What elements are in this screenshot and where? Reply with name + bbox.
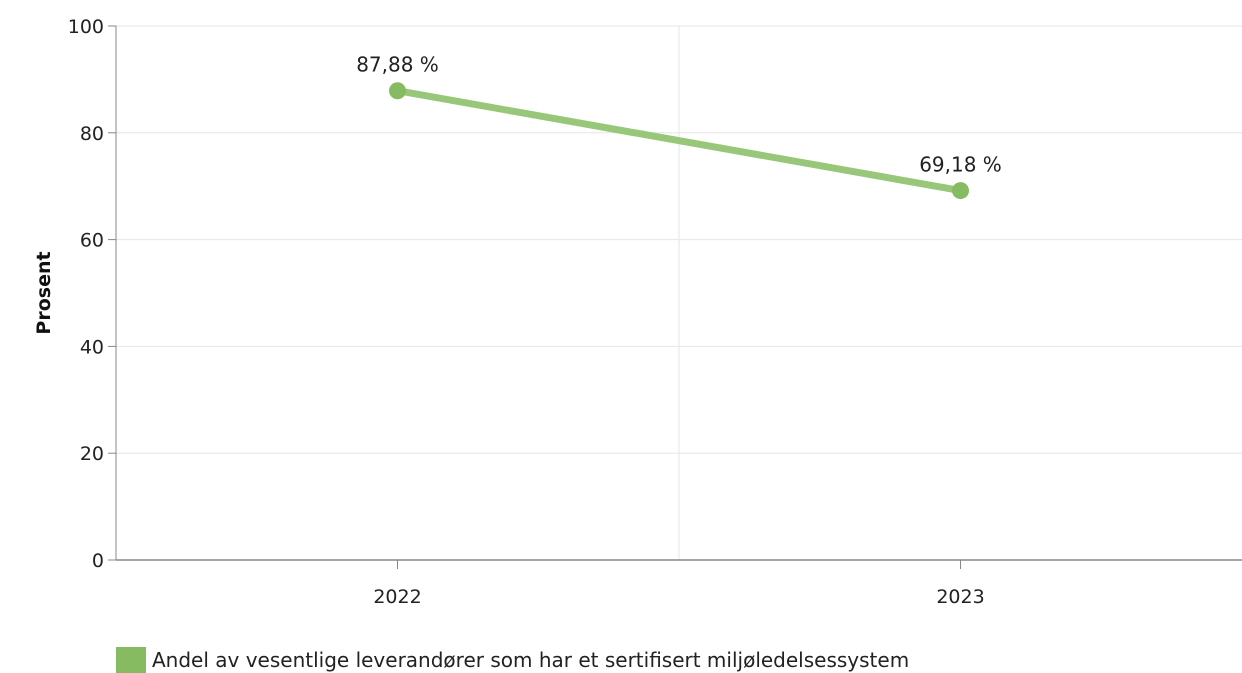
data-point [389,82,406,100]
x-axis-ticks: 2022 2023 [373,560,985,608]
y-tick-label: 40 [80,336,104,358]
axes [115,26,1242,561]
gridlines [116,25,1242,560]
y-tick-label: 0 [92,550,104,572]
legend-label: Andel av vesentlige leverandører som har… [152,648,910,672]
y-tick-label: 60 [80,230,104,252]
series-line [394,87,964,195]
y-tick-label: 80 [80,123,104,145]
y-axis-title: Prosent [33,251,55,334]
x-tick-label: 2022 [373,586,421,608]
data-label: 87,88 % [356,53,439,77]
x-tick-label: 2023 [936,586,984,608]
y-axis-ticks: 0 20 40 60 80 100 [68,16,116,572]
legend-swatch [116,647,146,673]
data-point [952,182,969,200]
legend: Andel av vesentlige leverandører som har… [116,647,909,673]
y-tick-label: 20 [80,443,104,465]
series-group: 87,88 % 69,18 % [356,53,1002,200]
data-label: 69,18 % [919,153,1002,177]
y-tick-label: 100 [68,16,104,38]
